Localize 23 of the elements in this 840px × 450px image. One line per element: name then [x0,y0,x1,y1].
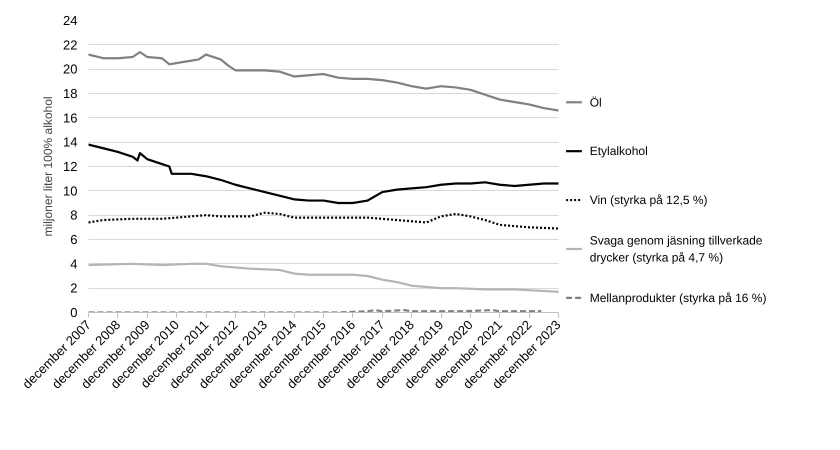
y-tick-label: 2 [70,280,78,296]
y-axis-title: miljoner liter 100% alkohol [41,96,56,237]
y-tick-label: 24 [63,13,78,28]
y-tick-label: 20 [63,62,78,77]
line-series [88,212,558,230]
legend-label: Vin (styrka på 12,5 %) [590,193,708,208]
y-tick-label: 8 [70,208,78,223]
y-tick-label: 16 [63,110,78,126]
y-tick-label: 14 [63,134,78,150]
legend-label: Etylalkohol [590,144,648,158]
legend-label: Svaga genom jäsning tillverkade drycker (styrka på 4,7 %) [590,234,763,264]
line-series [88,262,558,293]
y-tick-label: 6 [70,232,78,247]
y-tick-label: 18 [63,86,78,101]
line-series [88,144,558,204]
y-tick-label: 4 [70,256,78,272]
y-tick-label: 10 [63,183,78,198]
y-tick-label: 0 [70,305,78,320]
legend-label: Öl [590,95,602,110]
legend-label: Mellanprodukter (styrka på 16 %) [590,290,766,305]
y-tick-label: 12 [63,159,78,174]
line-series [88,51,558,112]
y-tick-label: 22 [63,37,78,52]
